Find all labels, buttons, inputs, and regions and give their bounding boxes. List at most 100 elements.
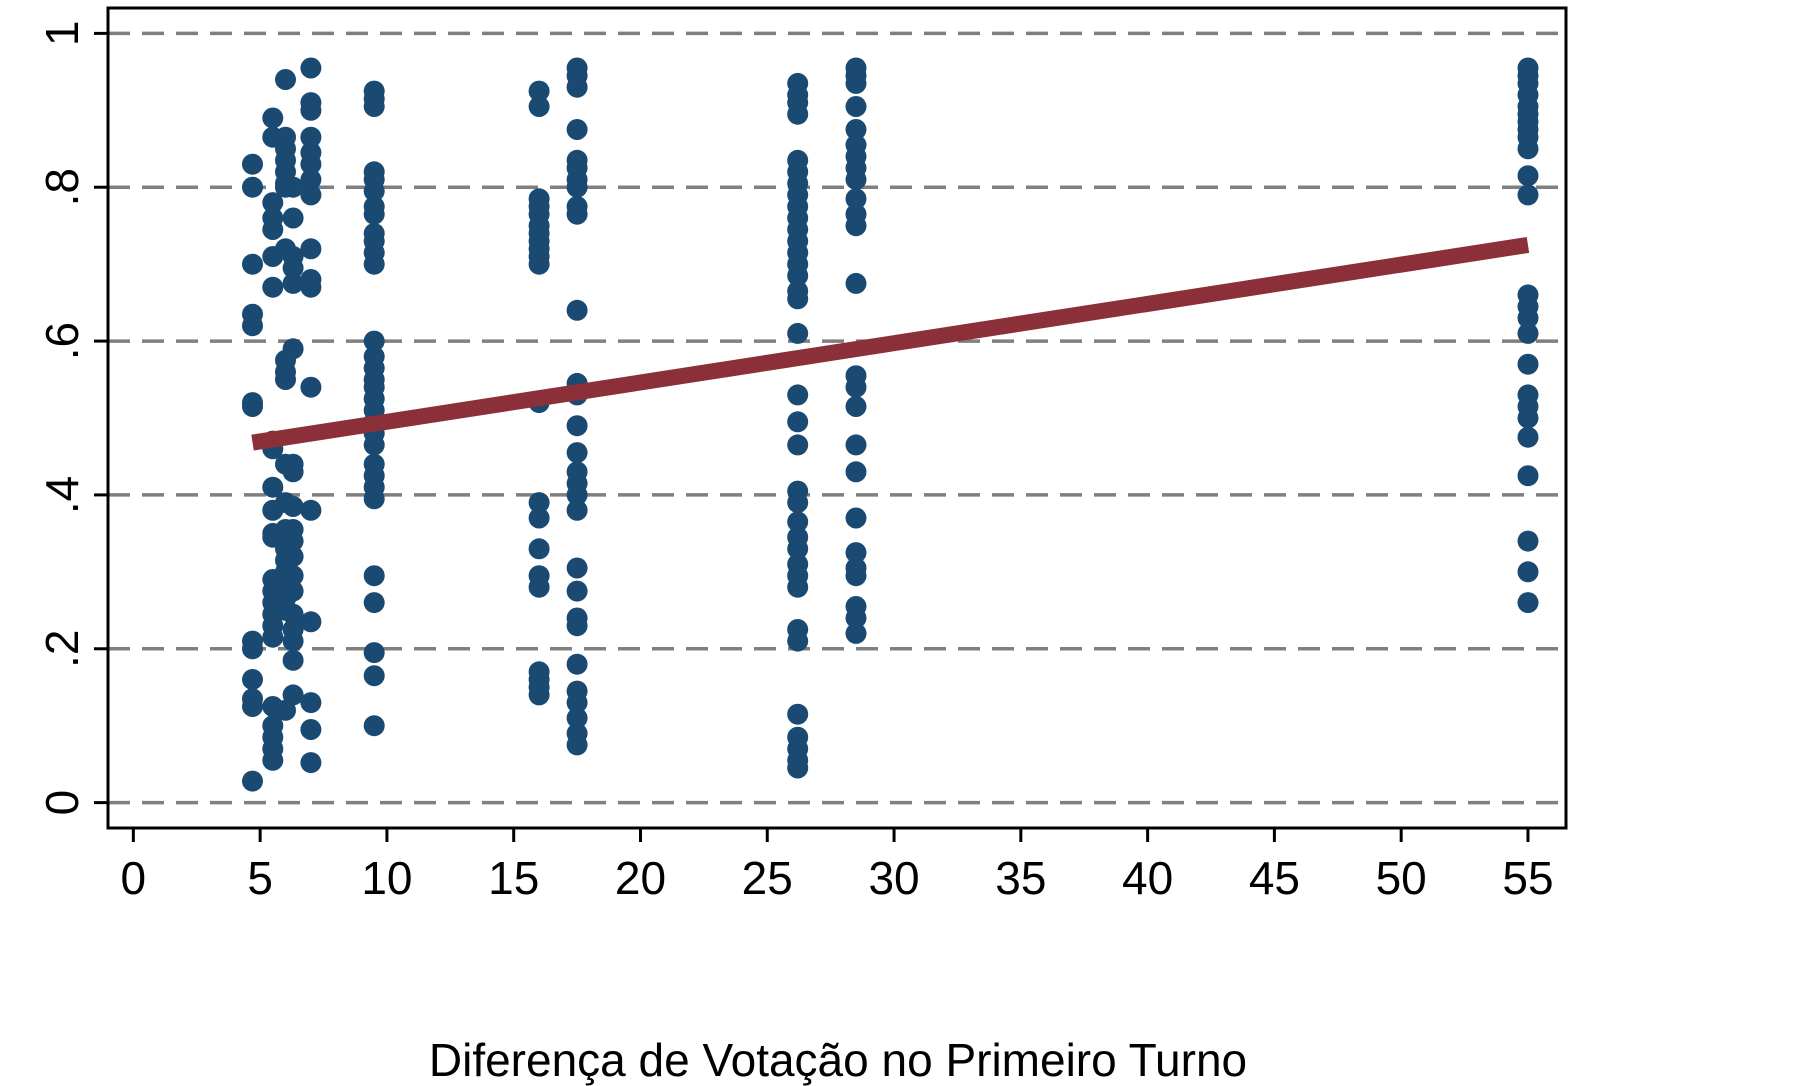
data-point-22 [262,476,284,498]
data-point-195 [787,411,809,433]
x-tick-label-4: 20 [615,852,666,904]
data-point-90 [300,499,322,521]
data-point-157 [566,299,588,321]
x-tick-label-1: 5 [247,852,273,904]
data-point-77 [282,684,304,706]
data-point-196 [787,434,809,456]
data-point-67 [282,496,304,517]
data-point-206 [787,630,809,652]
data-point-139 [528,507,550,529]
x-tick-label-8: 40 [1122,852,1173,904]
data-point-235 [845,607,867,629]
data-point-76 [282,649,304,671]
data-point-259 [1517,530,1539,552]
data-point-179 [787,103,809,125]
data-point-256 [1517,407,1539,429]
data-point-93 [300,719,322,740]
data-point-1 [242,176,263,198]
data-point-9 [242,669,263,690]
data-point-69 [282,530,304,552]
data-point-70 [282,546,304,567]
data-point-257 [1517,426,1539,448]
data-point-66 [282,461,304,483]
data-point-207 [787,703,809,725]
data-point-92 [300,692,322,714]
data-point-106 [363,253,385,275]
x-tick-label-6: 30 [868,852,919,904]
data-point-73 [282,603,304,625]
data-point-6 [242,396,263,417]
data-point-215 [845,96,867,117]
data-point-216 [845,119,867,140]
data-point-140 [528,538,550,560]
data-point-4 [242,315,263,337]
data-point-142 [528,576,550,598]
data-point-124 [363,665,385,687]
data-point-47 [275,369,296,390]
data-point-2 [242,253,263,275]
data-point-17 [262,219,284,240]
x-axis-title: Diferença de Votação no Primeiro Turno [429,1034,1247,1086]
y-tick-label-2: .4 [36,476,88,514]
data-point-63 [282,272,304,294]
data-point-247 [1517,165,1539,187]
data-point-201 [787,538,809,560]
data-point-226 [845,376,867,398]
data-point-19 [262,276,284,298]
data-point-150 [566,119,588,140]
data-point-64 [282,338,304,360]
data-point-0 [242,153,263,175]
data-point-85 [300,184,322,206]
data-point-91 [300,611,322,633]
data-point-123 [363,642,385,664]
data-point-228 [845,434,867,456]
data-point-258 [1517,465,1539,487]
data-point-120 [363,488,385,510]
data-point-248 [1517,184,1539,206]
plot-frame [106,6,1568,830]
data-point-60 [282,207,304,229]
data-point-126 [528,80,550,102]
data-point-72 [282,580,304,602]
data-point-36 [262,749,284,771]
data-point-192 [787,288,809,310]
data-point-160 [566,415,588,437]
data-point-59 [282,176,304,198]
grid-lines [108,31,1566,805]
y-axis-ticks: 0 .2 .4 .6 .8 1 [36,21,108,815]
data-point-125 [363,715,385,737]
data-point-164 [566,484,588,506]
data-point-230 [845,507,867,529]
data-point-251 [1517,307,1539,329]
data-point-31 [262,626,284,648]
fit-line [251,237,1530,451]
x-tick-label-3: 15 [488,852,539,904]
data-point-154 [566,176,588,198]
data-point-194 [787,384,809,406]
data-point-94 [300,752,322,774]
data-point-84 [300,169,322,190]
data-point-146 [528,684,550,706]
data-point-172 [566,692,588,714]
x-tick-label-11: 55 [1502,852,1553,904]
data-point-107 [363,330,385,352]
data-point-116 [363,434,385,456]
data-point-86 [300,238,322,260]
data-point-100 [363,180,385,202]
data-point-8 [242,638,263,660]
x-tick-label-5: 25 [742,852,793,904]
data-point-75 [282,630,304,652]
y-tick-label-5: 1 [36,21,88,47]
data-point-169 [566,615,588,637]
data-point-204 [787,576,809,598]
data-point-233 [845,565,867,587]
data-point-261 [1517,592,1539,614]
data-point-89 [300,376,322,398]
y-tick-label-4: .8 [36,168,88,206]
data-point-190 [787,265,809,287]
data-point-81 [300,126,322,148]
x-tick-label-9: 45 [1249,852,1300,904]
data-point-88 [300,276,322,298]
data-points [242,57,1539,792]
